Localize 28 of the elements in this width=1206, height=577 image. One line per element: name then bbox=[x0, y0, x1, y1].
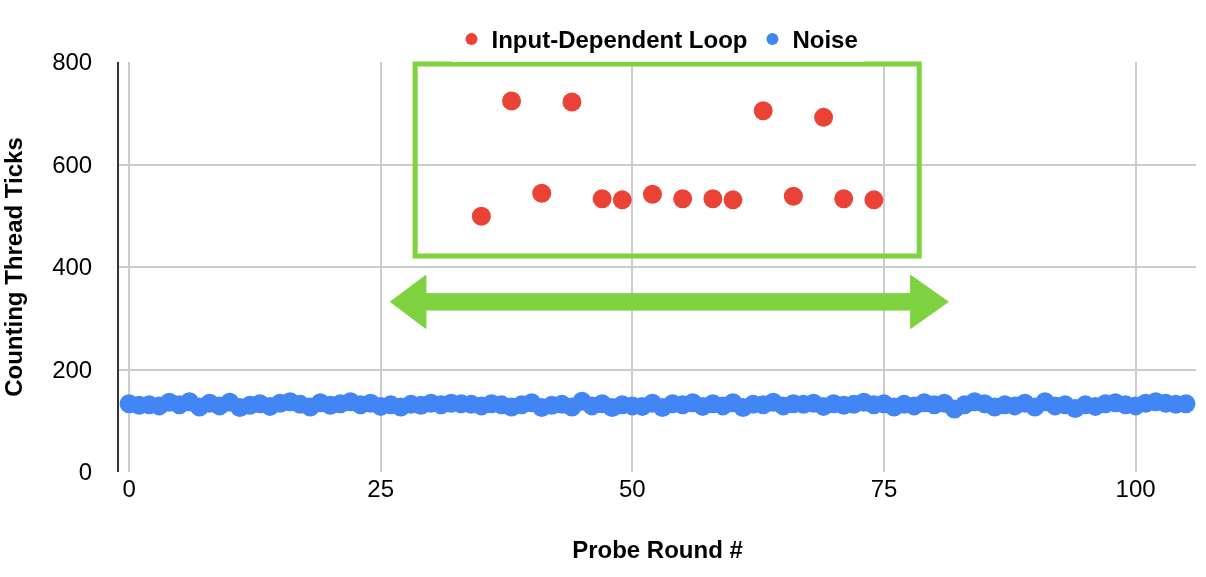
y-tick-label: 200 bbox=[52, 355, 93, 383]
y-axis-title: Counting Thread Ticks bbox=[0, 137, 27, 397]
x-tick-label: 25 bbox=[367, 475, 395, 502]
point bbox=[612, 190, 632, 210]
point bbox=[673, 189, 693, 209]
point bbox=[834, 189, 854, 209]
point bbox=[723, 190, 743, 210]
point bbox=[502, 91, 522, 111]
y-tick-label: 600 bbox=[52, 150, 93, 178]
y-tick-label: 800 bbox=[52, 48, 93, 76]
x-tick-label: 100 bbox=[1115, 475, 1156, 502]
point bbox=[562, 92, 582, 112]
x-axis-title: Probe Round # bbox=[572, 536, 743, 564]
point bbox=[471, 206, 491, 226]
x-tick-label: 75 bbox=[870, 475, 898, 502]
point bbox=[814, 107, 834, 127]
legend-label: Input-Dependent Loop bbox=[491, 26, 748, 54]
point bbox=[703, 189, 723, 209]
point bbox=[592, 189, 612, 209]
x-tick-label: 50 bbox=[618, 475, 646, 502]
y-tick-label: 400 bbox=[52, 253, 93, 281]
x-tick-label: 0 bbox=[122, 475, 136, 502]
point bbox=[864, 190, 884, 210]
legend-label: Noise bbox=[792, 26, 858, 54]
point bbox=[532, 183, 552, 203]
point bbox=[642, 184, 662, 204]
point bbox=[783, 186, 803, 206]
point bbox=[753, 101, 773, 121]
